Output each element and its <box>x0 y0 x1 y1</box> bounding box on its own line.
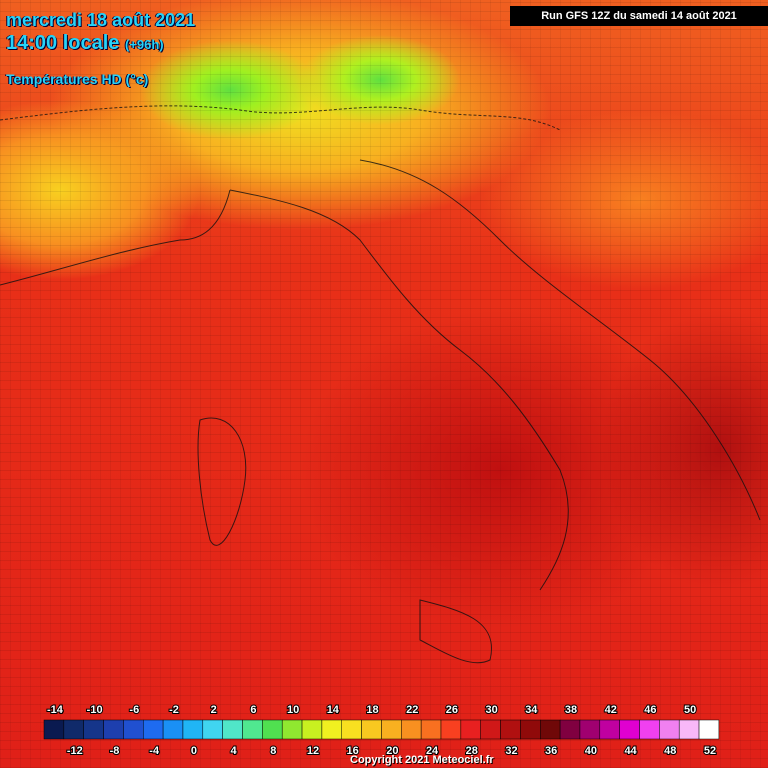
scale-label: -2 <box>169 704 179 716</box>
color-swatch <box>698 719 720 740</box>
color-swatch <box>301 719 323 740</box>
color-swatch <box>262 719 283 740</box>
color-swatch <box>579 719 601 740</box>
scale-label: 6 <box>250 704 256 716</box>
scale-label: -6 <box>129 704 139 716</box>
scale-label: 2 <box>211 704 217 716</box>
color-swatch <box>182 719 204 740</box>
color-swatch <box>639 719 660 740</box>
color-swatch <box>361 719 382 740</box>
scale-label: 48 <box>664 745 676 757</box>
scale-label: 22 <box>406 704 418 716</box>
scale-label: 20 <box>386 745 398 757</box>
time: 14:00 locale (+96h) <box>6 32 164 55</box>
color-swatch <box>401 719 422 740</box>
color-swatch <box>559 719 581 740</box>
color-swatch <box>599 719 620 740</box>
scale-label: 10 <box>287 704 299 716</box>
color-swatch <box>162 719 184 740</box>
scale-label: 0 <box>191 745 197 757</box>
scale-label: 32 <box>505 745 517 757</box>
color-swatch <box>123 719 144 740</box>
color-swatch <box>381 719 402 740</box>
scale-label: 14 <box>327 704 340 716</box>
date: mercredi 18 août 2021 <box>6 10 196 30</box>
color-swatch <box>500 719 521 740</box>
scale-label: 34 <box>525 704 538 716</box>
color-swatch <box>281 719 303 740</box>
color-swatch <box>103 719 124 740</box>
color-swatch <box>540 719 561 740</box>
scale-label: -10 <box>87 704 103 716</box>
scale-label: -4 <box>149 745 160 757</box>
scale-label: 40 <box>585 745 597 757</box>
lead: (+96h) <box>124 37 164 52</box>
color-swatch <box>619 719 640 740</box>
color-swatch <box>460 719 481 740</box>
color-swatch <box>678 719 700 740</box>
scale-label: -14 <box>47 704 64 716</box>
scale-label: 26 <box>446 704 458 716</box>
color-swatch <box>420 719 442 740</box>
color-swatch <box>222 719 243 740</box>
scale-label: -12 <box>67 745 83 757</box>
color-swatch <box>202 719 223 740</box>
color-swatch <box>480 719 501 740</box>
scale-label: 30 <box>486 704 498 716</box>
color-swatch <box>520 719 541 740</box>
color-swatch <box>63 719 84 740</box>
color-swatch <box>43 719 65 740</box>
color-swatch <box>242 719 263 740</box>
scale-label: 16 <box>347 745 359 757</box>
color-swatch <box>321 719 342 740</box>
time-text: 14:00 locale <box>6 32 120 54</box>
color-swatch <box>440 719 462 740</box>
copyright: Copyright 2021 Meteociel.fr <box>350 754 494 766</box>
scale-label: -8 <box>110 745 120 757</box>
color-swatch <box>659 719 680 740</box>
color-swatch <box>83 719 104 740</box>
scale-label: 38 <box>565 704 577 716</box>
color-swatch <box>341 719 362 740</box>
scale-label: 24 <box>426 745 439 757</box>
scale-label: 12 <box>307 745 319 757</box>
scale-label: 50 <box>684 704 696 716</box>
scale-label: 18 <box>366 704 378 716</box>
scale-label: 46 <box>644 704 656 716</box>
scale-label: 52 <box>704 745 716 757</box>
scale-label: 28 <box>466 745 478 757</box>
scale-label: 8 <box>270 745 276 757</box>
run-info: Run GFS 12Z du samedi 14 août 2021 <box>510 6 768 26</box>
color-swatch <box>143 719 164 740</box>
scale-label: 42 <box>605 704 617 716</box>
scale-label: 4 <box>231 745 238 757</box>
scale-label: 44 <box>624 745 637 757</box>
field-name: Températures HD (°c) <box>6 71 149 87</box>
scale-label: 36 <box>545 745 557 757</box>
